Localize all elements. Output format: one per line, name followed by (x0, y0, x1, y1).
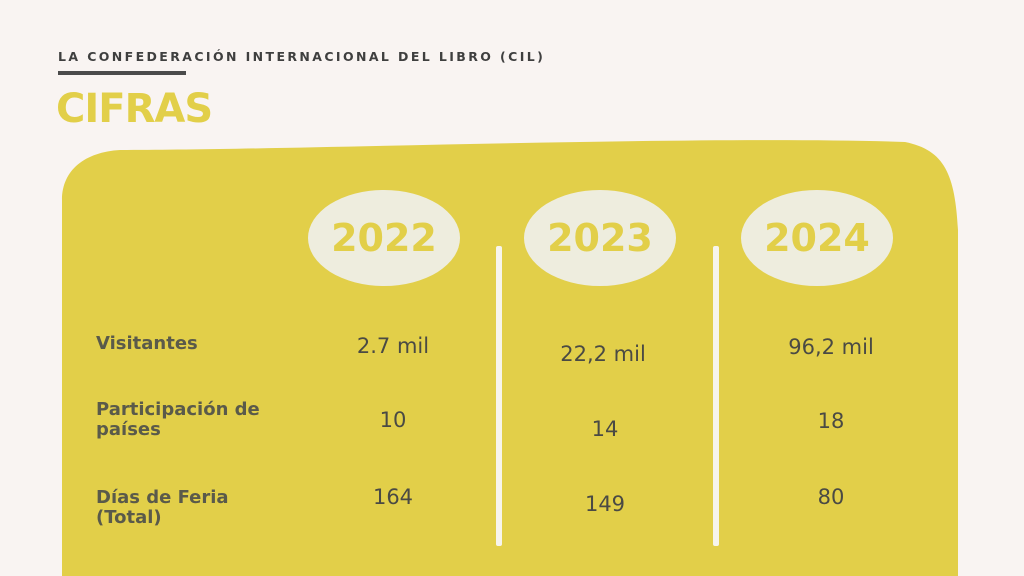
header-rule (58, 71, 186, 75)
year-2024-pill: 2024 (741, 190, 893, 286)
row-label-participacion: Participación de países (96, 399, 260, 440)
column-divider (496, 246, 502, 546)
cell-paises-2024: 18 (817, 409, 845, 433)
row-label-dias-feria: Días de Feria (Total) (96, 487, 229, 528)
year-label: 2022 (331, 216, 437, 260)
cell-visitantes-2022: 2.7 mil (356, 334, 430, 358)
cell-paises-2022: 10 (379, 408, 407, 432)
cell-visitantes-2024: 96,2 mil (788, 335, 874, 359)
cell-dias-2023: 149 (584, 492, 626, 516)
cell-visitantes-2023: 22,2 mil (560, 342, 646, 366)
year-label: 2023 (547, 216, 653, 260)
year-2022-pill: 2022 (308, 190, 460, 286)
cell-dias-2024: 80 (817, 485, 845, 509)
page-title: CIFRAS (56, 86, 213, 132)
row-label-visitantes: Visitantes (96, 333, 198, 354)
cell-dias-2022: 164 (372, 485, 414, 509)
organization-label: LA CONFEDERACIÓN INTERNACIONAL DEL LIBRO… (58, 49, 546, 64)
year-label: 2024 (764, 216, 870, 260)
column-divider (713, 246, 719, 546)
year-2023-pill: 2023 (524, 190, 676, 286)
cell-paises-2023: 14 (591, 417, 619, 441)
